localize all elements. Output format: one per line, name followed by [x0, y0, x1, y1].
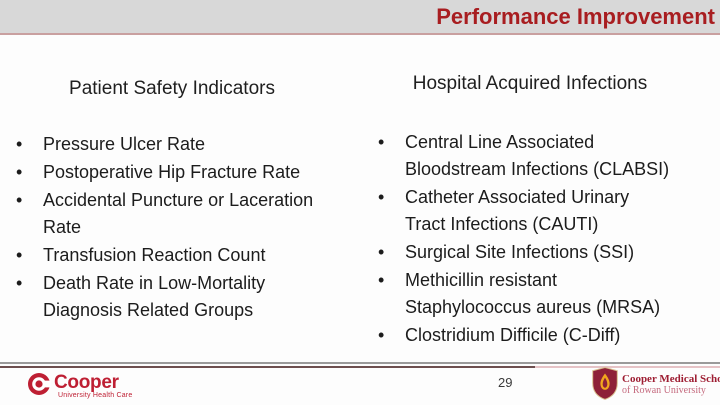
cooper-health-logo: Cooper University Health Care	[27, 371, 227, 401]
list-item: Central Line Associated Bloodstream Infe…	[378, 129, 671, 183]
footer-divider-red-dark	[0, 366, 535, 368]
left-column-heading: Patient Safety Indicators	[69, 78, 275, 99]
list-item: Clostridium Difficile (C-Diff)	[378, 322, 671, 349]
cooper-c-icon	[28, 373, 51, 395]
list-item: Pressure Ulcer Rate	[16, 131, 343, 158]
right-column-heading: Hospital Acquired Infections	[412, 73, 648, 94]
cmsru-shield-icon	[592, 367, 618, 400]
slide-header-band: Performance Improvement	[0, 0, 720, 35]
list-item: Postoperative Hip Fracture Rate	[16, 159, 343, 186]
footer-divider-gray	[0, 362, 720, 364]
list-item: Accidental Puncture or Laceration Rate	[16, 187, 343, 241]
list-item: Methicillin resistant Staphylococcus aur…	[378, 267, 671, 321]
cmsru-name-line1: Cooper Medical School	[622, 373, 720, 385]
list-item: Catheter Associated Urinary Tract Infect…	[378, 184, 671, 238]
patient-safety-indicators-list: Pressure Ulcer Rate Postoperative Hip Fr…	[16, 131, 343, 325]
cmsru-name-line2: of Rowan University	[622, 385, 706, 396]
slide-title: Performance Improvement	[436, 3, 715, 29]
footer-divider-red-light	[535, 366, 720, 368]
cooper-tagline: University Health Care	[58, 392, 133, 399]
list-item: Death Rate in Low-Mortality Diagnosis Re…	[16, 270, 343, 324]
cmsru-logo: Cooper Medical School of Rowan Universit…	[592, 366, 720, 402]
page-number: 29	[498, 375, 513, 390]
cooper-wordmark: Cooper	[54, 372, 119, 393]
hospital-acquired-infections-list: Central Line Associated Bloodstream Infe…	[378, 129, 671, 350]
list-item: Surgical Site Infections (SSI)	[378, 239, 671, 266]
list-item: Transfusion Reaction Count	[16, 242, 343, 269]
